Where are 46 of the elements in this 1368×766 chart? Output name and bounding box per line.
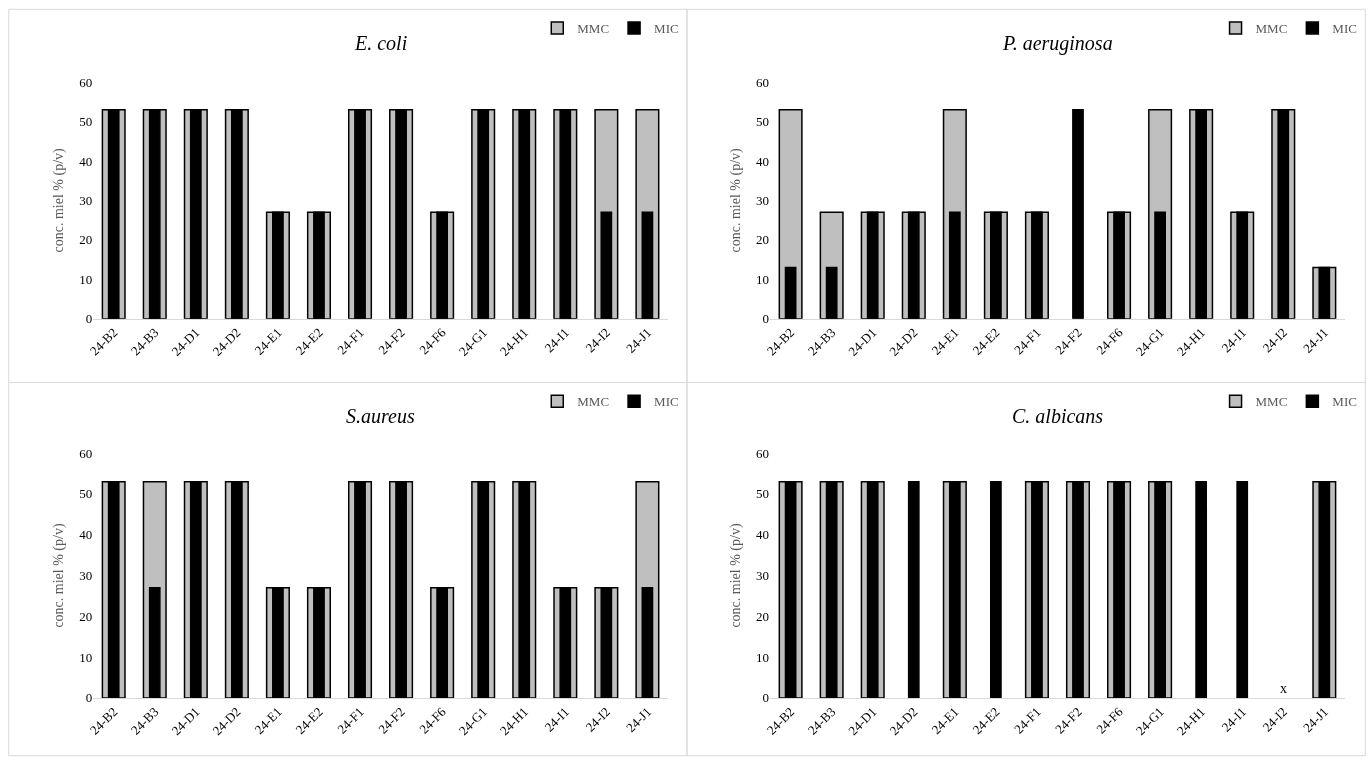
y-tick-label: 40 xyxy=(756,527,770,543)
y-tick-label: 60 xyxy=(79,74,93,90)
chart-title: C. albicans xyxy=(1012,405,1104,427)
legend-label: MMC xyxy=(1255,394,1288,410)
y-tick-label: 60 xyxy=(756,445,770,461)
y-tick-label: 0 xyxy=(762,690,770,706)
legend-label: MIC xyxy=(654,21,679,37)
legend-label: MIC xyxy=(1332,394,1357,410)
y-tick-label: 50 xyxy=(756,114,770,130)
y-tick-label: 10 xyxy=(79,271,93,287)
y-tick-label: 10 xyxy=(756,271,770,287)
y-axis-title: conc. miel % (p/v) xyxy=(50,147,67,253)
y-tick-label: 50 xyxy=(756,486,770,502)
y-tick-label: 20 xyxy=(79,608,93,624)
y-axis-title: conc. miel % (p/v) xyxy=(50,523,67,628)
legend-label: MMC xyxy=(577,21,610,37)
legend-label: MMC xyxy=(577,394,610,410)
y-tick-label: 20 xyxy=(79,232,93,248)
y-tick-label: 20 xyxy=(756,232,770,248)
y-tick-label: 0 xyxy=(762,311,770,327)
y-tick-label: 50 xyxy=(79,486,93,502)
chart-title: P. aeruginosa xyxy=(1002,32,1113,55)
chart-title: E. coli xyxy=(354,32,408,54)
bar xyxy=(1072,108,1084,319)
y-tick-label: 40 xyxy=(756,153,770,169)
y-tick-label: 30 xyxy=(756,192,770,208)
y-axis-title: conc. miel % (p/v) xyxy=(727,147,744,253)
y-tick-label: 60 xyxy=(756,74,770,90)
y-tick-label: 50 xyxy=(79,114,93,130)
y-tick-label: 40 xyxy=(79,527,93,543)
y-tick-label: 10 xyxy=(756,649,770,665)
y-tick-label: 20 xyxy=(756,608,770,624)
y-tick-label: 30 xyxy=(756,568,770,584)
y-tick-label: 0 xyxy=(85,311,93,327)
chart-title: S.aureus xyxy=(346,405,415,427)
legend-label: MIC xyxy=(654,394,679,410)
legend-label: MIC xyxy=(1332,21,1357,37)
y-tick-label: 40 xyxy=(79,153,93,169)
y-tick-label: 30 xyxy=(79,192,93,208)
annotation: x xyxy=(1280,681,1287,696)
y-tick-label: 30 xyxy=(79,568,93,584)
legend-label: MMC xyxy=(1255,21,1288,37)
y-tick-label: 10 xyxy=(79,649,93,665)
y-tick-label: 60 xyxy=(79,445,93,461)
y-tick-label: 0 xyxy=(85,690,93,706)
y-axis-title: conc. miel % (p/v) xyxy=(727,523,744,628)
